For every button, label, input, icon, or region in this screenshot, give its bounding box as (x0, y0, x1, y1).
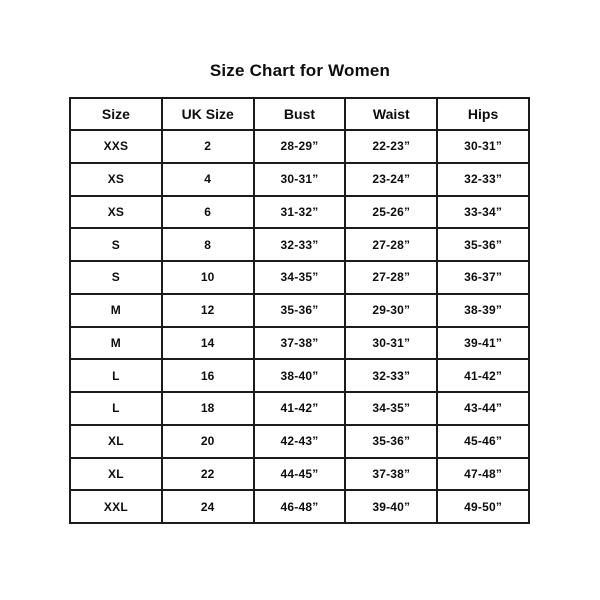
table-cell: 35-36” (436, 227, 530, 262)
table-cell: XS (69, 194, 163, 230)
table-row: S 8 32-33” 27-28” 35-36” (69, 227, 530, 262)
table-cell: 30-31” (344, 325, 439, 361)
table-cell: 10 (160, 260, 255, 295)
table-cell: 45-46” (436, 423, 530, 459)
table-cell: 49-50” (436, 489, 530, 524)
header-row: Size UK Size Bust Waist Hips (69, 97, 530, 131)
table-cell: L (69, 391, 163, 426)
table-cell: 36-37” (436, 260, 530, 295)
table-cell: 37-38” (344, 456, 439, 492)
column-header-bust: Bust (252, 97, 347, 131)
table-cell: 14 (160, 325, 255, 361)
table-row: XL 20 42-43” 35-36” 45-46” (69, 423, 530, 459)
table-cell: S (69, 260, 163, 295)
table-row: XL 22 44-45” 37-38” 47-48” (69, 456, 530, 492)
table-row: M 12 35-36” 29-30” 38-39” (69, 292, 530, 328)
table-cell: 39-40” (344, 489, 439, 524)
table-cell: 22 (160, 456, 255, 492)
table-cell: 34-35” (344, 391, 439, 426)
table-cell: 32-33” (436, 161, 530, 197)
table-cell: 28-29” (252, 129, 347, 164)
table-cell: 30-31” (436, 129, 530, 164)
table-cell: 2 (160, 129, 255, 164)
table-cell: M (69, 292, 163, 328)
table-cell: 4 (160, 161, 255, 197)
table-cell: 31-32” (252, 194, 347, 230)
page-title: Size Chart for Women (209, 61, 391, 80)
table-row: L 16 38-40” 32-33” 41-42” (69, 358, 530, 393)
table-cell: 12 (160, 292, 255, 328)
table-cell: 39-41” (436, 325, 530, 361)
table-header: Size UK Size Bust Waist Hips (69, 97, 530, 131)
table-cell: XL (69, 456, 163, 492)
table-cell: 27-28” (344, 260, 439, 295)
table-row: XXL 24 46-48” 39-40” 49-50” (69, 489, 530, 524)
table-cell: 32-33” (252, 227, 347, 262)
table-cell: 30-31” (252, 161, 347, 197)
table-cell: 42-43” (252, 423, 347, 459)
column-header-size: Size (69, 97, 163, 131)
table-cell: 20 (160, 423, 255, 459)
table-cell: 29-30” (344, 292, 439, 328)
table-cell: XS (69, 161, 163, 197)
table-cell: L (69, 358, 163, 393)
table-cell: 41-42” (252, 391, 347, 426)
table-cell: 18 (160, 391, 255, 426)
table-cell: XXS (69, 129, 163, 164)
table-cell: 37-38” (252, 325, 347, 361)
table-cell: 16 (160, 358, 255, 393)
table-cell: 46-48” (252, 489, 347, 524)
table-cell: S (69, 227, 163, 262)
table-cell: 6 (160, 194, 255, 230)
table-cell: 34-35” (252, 260, 347, 295)
table-body: XXS 2 28-29” 22-23” 30-31” XS 4 30-31” 23-24” 32-… (69, 129, 530, 524)
table-cell: 41-42” (436, 358, 530, 393)
table-cell: 43-44” (436, 391, 530, 426)
table-row: M 14 37-38” 30-31” 39-41” (69, 325, 530, 361)
table-cell: 27-28” (344, 227, 439, 262)
table-cell: XXL (69, 489, 163, 524)
table-row: XS 4 30-31” 23-24” 32-33” (69, 161, 530, 197)
table-cell: 33-34” (436, 194, 530, 230)
table-row: XS 6 31-32” 25-26” 33-34” (69, 194, 530, 230)
size-chart-table: Size UK Size Bust Waist Hips XXS 2 28-29” 2… (69, 97, 530, 524)
column-header-hips: Hips (436, 97, 530, 131)
table-cell: 35-36” (252, 292, 347, 328)
table-cell: 35-36” (344, 423, 439, 459)
table-cell: 8 (160, 227, 255, 262)
table-cell: 24 (160, 489, 255, 524)
column-header-waist: Waist (344, 97, 439, 131)
table-row: L 18 41-42” 34-35” 43-44” (69, 391, 530, 426)
table-cell: 44-45” (252, 456, 347, 492)
table-cell: 38-39” (436, 292, 530, 328)
table-cell: XL (69, 423, 163, 459)
table-cell: 23-24” (344, 161, 439, 197)
table-cell: 47-48” (436, 456, 530, 492)
table-row: XXS 2 28-29” 22-23” 30-31” (69, 129, 530, 164)
column-header-uk-size: UK Size (160, 97, 255, 131)
table-cell: 38-40” (252, 358, 347, 393)
table-cell: 22-23” (344, 129, 439, 164)
table-cell: 25-26” (344, 194, 439, 230)
table-cell: M (69, 325, 163, 361)
table-row: S 10 34-35” 27-28” 36-37” (69, 260, 530, 295)
table-cell: 32-33” (344, 358, 439, 393)
